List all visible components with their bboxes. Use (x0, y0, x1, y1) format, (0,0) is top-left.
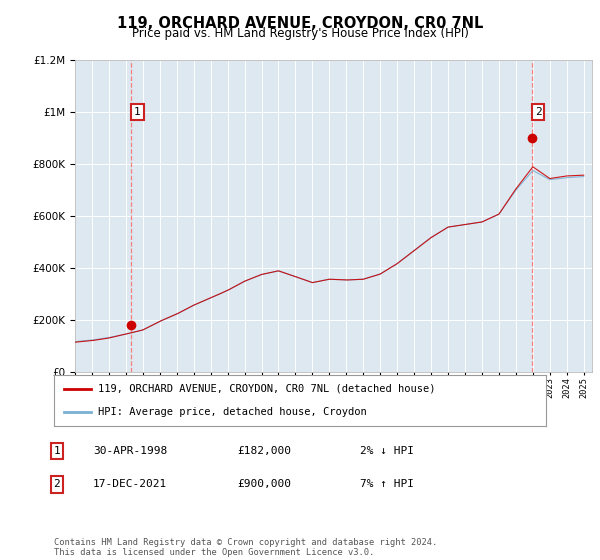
Text: 1: 1 (134, 107, 141, 117)
Text: 2: 2 (53, 479, 61, 489)
Text: HPI: Average price, detached house, Croydon: HPI: Average price, detached house, Croy… (98, 407, 367, 417)
Text: 119, ORCHARD AVENUE, CROYDON, CR0 7NL (detached house): 119, ORCHARD AVENUE, CROYDON, CR0 7NL (d… (98, 384, 436, 394)
Text: 2% ↓ HPI: 2% ↓ HPI (360, 446, 414, 456)
Text: 7% ↑ HPI: 7% ↑ HPI (360, 479, 414, 489)
Text: 119, ORCHARD AVENUE, CROYDON, CR0 7NL: 119, ORCHARD AVENUE, CROYDON, CR0 7NL (117, 16, 483, 31)
Text: £182,000: £182,000 (237, 446, 291, 456)
Text: £900,000: £900,000 (237, 479, 291, 489)
Text: 30-APR-1998: 30-APR-1998 (93, 446, 167, 456)
Text: 1: 1 (53, 446, 61, 456)
Text: Contains HM Land Registry data © Crown copyright and database right 2024.
This d: Contains HM Land Registry data © Crown c… (54, 538, 437, 557)
Text: Price paid vs. HM Land Registry's House Price Index (HPI): Price paid vs. HM Land Registry's House … (131, 27, 469, 40)
Text: 2: 2 (535, 107, 541, 117)
Text: 17-DEC-2021: 17-DEC-2021 (93, 479, 167, 489)
